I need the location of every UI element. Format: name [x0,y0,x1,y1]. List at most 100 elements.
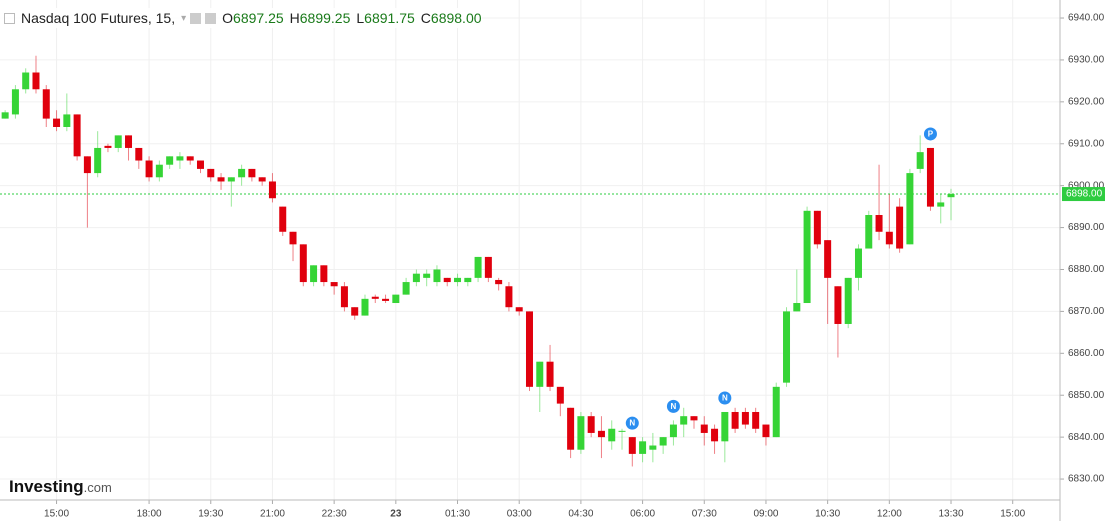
candle-body [423,273,431,278]
candle-body [865,215,873,249]
event-label: P [928,130,934,139]
x-tick-label: 07:30 [692,509,717,520]
x-tick-label: 15:00 [1000,509,1025,520]
x-tick-label: 04:30 [568,509,593,520]
candle-body [690,416,698,421]
candle-body [752,411,760,429]
event-circle [923,127,937,141]
event-circle [718,391,732,405]
candle-body [104,145,112,148]
candle-body [114,135,122,148]
candle-body [238,168,246,178]
candle-body [762,424,770,438]
candle-body [351,307,359,316]
last-price-label: 6898.00 [1066,189,1103,200]
x-tick-label: 22:30 [322,509,347,520]
candle-body [279,206,287,232]
candle-body [536,361,544,387]
x-tick-label: 13:30 [939,509,964,520]
candle-body [42,89,50,119]
candle-body [268,181,276,199]
candle-body [906,173,914,245]
candle-body [546,361,554,387]
x-tick-label: 21:00 [260,509,285,520]
candle-body [176,156,184,161]
candle-body [700,424,708,433]
candle-body [505,286,513,308]
x-tick-label: 09:00 [753,509,778,520]
candle-body [618,430,626,432]
event-marker[interactable]: N [718,391,732,405]
candle-body [433,269,441,283]
y-tick-label: 6860.00 [1068,348,1105,359]
ohlc-key: C [420,10,431,26]
x-tick-label: 03:00 [507,509,532,520]
event-circle [666,399,680,413]
candle-body [361,298,369,316]
hide-icon[interactable] [205,12,217,24]
y-tick-label: 6940.00 [1068,13,1105,24]
candle-body [125,135,133,148]
event-marker[interactable]: P [923,127,937,141]
logo: Investing.com [9,477,112,497]
y-tick-label: 6870.00 [1068,306,1105,317]
candle-body [299,244,307,283]
candle-body [834,286,842,324]
ohlc-key: O [222,10,234,26]
candle-body [1,112,9,119]
candle-body [11,89,19,115]
candle-body [207,168,215,178]
dropdown-arrow[interactable]: ▾ [181,12,187,24]
candle-body [83,156,91,174]
event-label: N [629,419,635,428]
symbol-title: Nasdaq 100 Futures, 15, [21,10,176,26]
settings-icon[interactable] [190,12,202,24]
candle-body [53,118,61,127]
x-tick-label: 15:00 [44,509,69,520]
candle-body [556,386,564,404]
candle-body [371,296,379,299]
candle-body [320,265,328,283]
candle-body [289,231,297,245]
candle-body [669,424,677,438]
event-marker[interactable]: N [666,399,680,413]
y-tick-label: 6920.00 [1068,96,1105,107]
candle-body [680,416,688,425]
x-tick-label: 10:30 [815,509,840,520]
x-tick-label: 01:30 [445,509,470,520]
candle-body [711,428,719,442]
event-marker[interactable]: N [625,416,639,430]
candle-body [73,114,81,157]
y-tick-label: 6910.00 [1068,138,1105,149]
candle-body [628,437,636,454]
candle-body [464,277,472,283]
candle-body [166,156,174,165]
candle-body [926,147,934,207]
candle-body [217,177,225,182]
collapse-icon[interactable] [4,12,15,24]
candle-body [392,294,400,304]
header: Nasdaq 100 Futures, 15, ▾ O6897.25 H6899.… [0,8,482,28]
candle-body [813,210,821,245]
y-tick-label: 6890.00 [1068,222,1105,233]
candle-body [577,416,585,450]
x-tick-label: 06:00 [630,509,655,520]
candle-body [731,411,739,429]
candle-body [22,72,30,90]
event-label: N [671,402,677,411]
x-tick-label: 18:00 [137,509,162,520]
ohlc-value: 6891.75 [364,10,415,26]
ohlc: O6897.25 H6899.25 L6891.75 C6898.00 [216,10,481,26]
candle-body [597,430,605,438]
candle-body [227,177,235,182]
candle-body [94,147,102,174]
y-tick-label: 6880.00 [1068,264,1105,275]
y-tick-label: 6900.00 [1068,180,1105,191]
event-label: N [722,394,728,403]
candle-body [32,72,40,90]
candle-body [649,445,657,450]
candle-body [824,240,832,278]
candle-body [793,303,801,312]
candle-body [340,286,348,308]
